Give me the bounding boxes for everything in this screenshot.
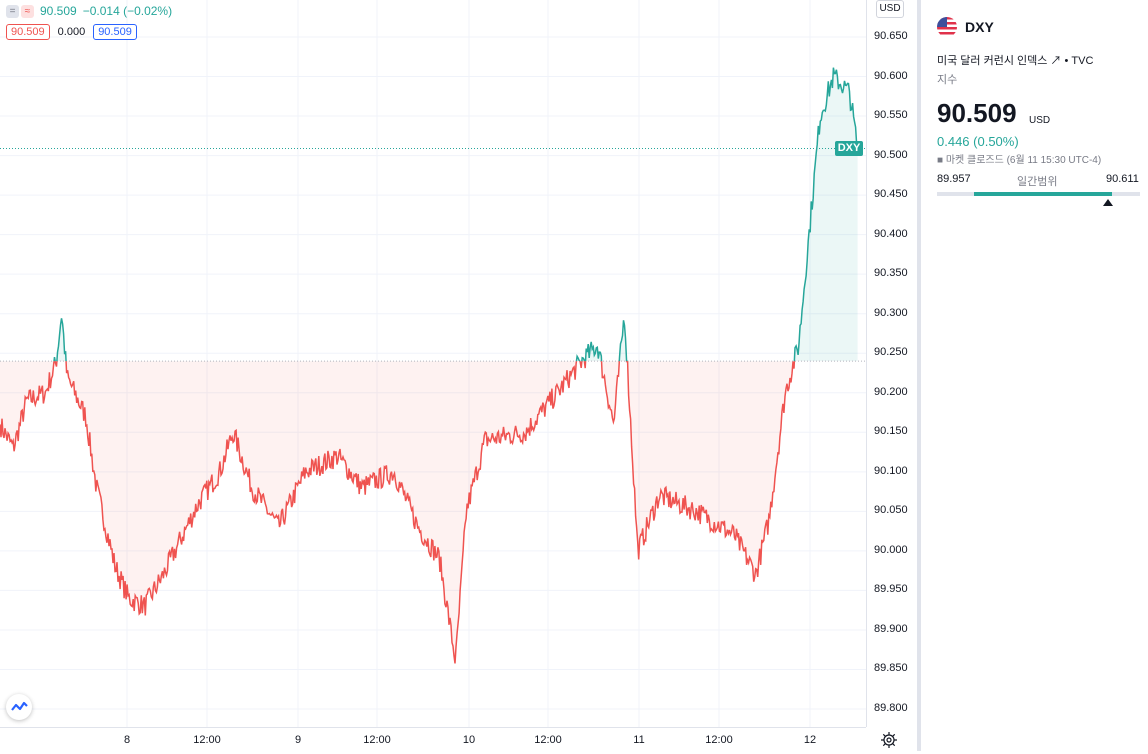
- price-tick-label: 90.100: [874, 464, 908, 477]
- range-label: 일간범위: [1017, 176, 1058, 188]
- market-status: ■ 마켓 클로즈드 (6월 11 15:30 UTC-4): [937, 155, 1102, 166]
- price-tick-label: 90.150: [874, 425, 908, 438]
- legend-change: −0.014 (−0.02%): [82, 4, 173, 18]
- panel-currency: USD: [1029, 115, 1051, 126]
- range-marker-icon: [1102, 199, 1113, 206]
- price-tick-label: 90.000: [874, 543, 908, 556]
- range-bar: [937, 192, 1140, 196]
- time-tick-label: 9: [294, 734, 302, 746]
- time-tick-label: 12:00: [534, 734, 562, 746]
- legend-icons[interactable]: = ≈: [6, 4, 34, 18]
- time-tick-label: 12:00: [363, 734, 391, 746]
- symbol-details-panel: DXY 미국 달러 커런시 인덱스 ↗ • TVC 지수 90.509 USD …: [917, 0, 1148, 751]
- panel-description[interactable]: 미국 달러 커런시 인덱스 ↗ • TVC: [937, 55, 1094, 67]
- price-tick-label: 89.850: [874, 662, 908, 675]
- tradingview-logo-icon[interactable]: [6, 694, 32, 720]
- panel-kind: 지수: [937, 74, 958, 86]
- time-tick-label: 8: [123, 734, 131, 746]
- price-axis[interactable]: 90.650 90.600 90.550 90.500 90.450 90.400 90.3…: [866, 0, 917, 727]
- range-high: 90.611: [1106, 173, 1139, 185]
- price-tick-label: 90.550: [874, 109, 908, 122]
- price-tick-label: 89.950: [874, 583, 908, 596]
- legend-price: 90.509: [40, 4, 77, 18]
- time-tick-label: 12:00: [193, 734, 221, 746]
- price-tick-label: 90.400: [874, 227, 908, 240]
- price-tick-label: 89.900: [874, 622, 908, 635]
- panel-symbol[interactable]: DXY: [965, 19, 994, 35]
- range-low: 89.957: [937, 173, 971, 185]
- panel-change: 0.446 (0.50%): [937, 134, 1019, 149]
- price-tick-label: 90.050: [874, 504, 908, 517]
- equal-icon[interactable]: =: [6, 4, 19, 18]
- price-tick-label: 90.250: [874, 346, 908, 359]
- panel-price: 90.509: [937, 98, 1017, 128]
- currency-selector[interactable]: USD: [876, 0, 904, 18]
- legend-row-2: 90.509 0.000 90.509: [6, 24, 172, 40]
- range-bar-fill: [973, 192, 1112, 196]
- legend-mid-value: 0.000: [57, 26, 86, 38]
- price-tick-label: 90.300: [874, 306, 908, 319]
- us-flag-icon: [937, 17, 957, 37]
- price-tick-label: 90.200: [874, 385, 908, 398]
- chart-legend: = ≈ 90.509 −0.014 (−0.02%) 90.509 0.000 …: [6, 2, 172, 40]
- time-tick-label: 11: [633, 734, 645, 746]
- price-tick-label: 90.650: [874, 30, 908, 42]
- price-tick-label: 89.800: [874, 702, 908, 714]
- time-tick-label: 12: [803, 734, 817, 746]
- price-tick-label: 90.500: [874, 148, 908, 161]
- legend-row-1: = ≈ 90.509 −0.014 (−0.02%): [6, 2, 172, 20]
- settings-gear-icon[interactable]: [880, 731, 898, 749]
- value-box-blue[interactable]: 90.509: [93, 24, 137, 40]
- price-line-below: [0, 361, 796, 664]
- time-tick-label: 10: [462, 734, 476, 746]
- value-box-red[interactable]: 90.509: [6, 24, 50, 40]
- last-price-tag: DXY: [835, 141, 863, 157]
- price-chart[interactable]: [0, 0, 866, 727]
- price-tick-label: 90.450: [874, 188, 908, 201]
- price-tick-label: 90.350: [874, 267, 908, 280]
- time-axis[interactable]: 8 12:00 9 12:00 10 12:00 11 12:00 12: [0, 727, 866, 752]
- chart-area[interactable]: [0, 0, 866, 727]
- area-fill-below-baseline: [0, 361, 795, 664]
- price-tick-label: 90.600: [874, 69, 908, 82]
- approx-icon[interactable]: ≈: [21, 4, 34, 18]
- time-tick-label: 12:00: [705, 734, 733, 746]
